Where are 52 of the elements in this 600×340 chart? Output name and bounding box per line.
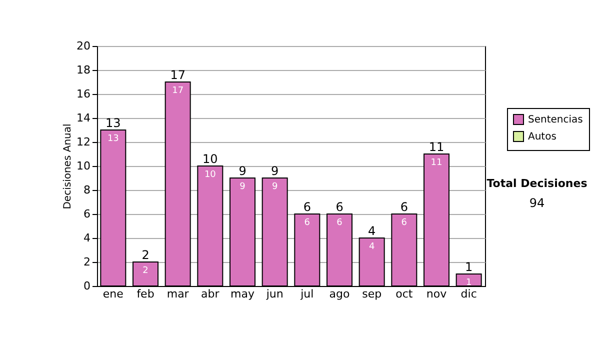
annotation: 1 [465,260,473,274]
y-tick-label: 18 [76,64,90,76]
annotation: 6 [303,200,311,214]
data-label: 9 [240,182,246,192]
x-tick-label: oct [396,288,414,300]
annotation: 2 [142,248,150,262]
annotation: 9 [238,164,246,178]
x-tick-label: feb [136,288,154,300]
y-tick-label: 0 [84,280,90,292]
legend-label: Sentencias [528,114,583,126]
x-tick-label: jun [265,288,284,300]
data-label: 9 [272,182,278,192]
annotation: 6 [400,200,408,214]
data-label: 10 [204,170,216,180]
y-tick-label: 14 [76,112,90,124]
y-tick-label: 2 [84,256,90,268]
data-label: 4 [368,242,375,252]
annotation: 11 [428,140,444,154]
text: 94 [529,196,545,210]
y-axis-title: Decisiones Anual [62,124,74,210]
x-tick-label: may [230,288,255,300]
x-tick-label: ene [102,288,124,300]
x-tick-label: nov [426,288,448,300]
y-tick-label: 12 [76,136,90,148]
x-tick-label: dic [460,288,477,300]
data-label: 6 [401,218,408,228]
data-label: 6 [304,218,310,228]
y-tick-label: 10 [76,160,90,172]
annotation: 10 [202,152,218,166]
annotation: 13 [106,116,121,130]
x-tick-label: mar [166,288,190,300]
y-tick-label: 6 [84,208,90,220]
annotation: 6 [336,200,344,214]
x-tick-label: jul [300,288,314,300]
x-tick-label: ago [329,288,350,300]
y-tick-label: 20 [76,40,90,52]
data-label: 6 [336,218,343,228]
x-tick-label: abr [201,288,220,300]
y-tick-label: 16 [76,88,90,100]
y-tick-label: 4 [84,232,90,244]
data-label: 1 [466,278,472,288]
text: Total Decisiones [486,177,588,190]
data-label: 13 [107,134,119,144]
annotation: 9 [271,164,279,178]
data-label: 11 [430,158,442,168]
annotation: 4 [368,224,376,238]
annotation: 17 [170,68,186,82]
data-label: 2 [142,266,148,276]
data-label: 17 [172,86,184,96]
x-tick-label: sep [362,288,382,300]
legend-label: Autos [528,132,556,142]
y-tick-label: 8 [84,184,90,196]
